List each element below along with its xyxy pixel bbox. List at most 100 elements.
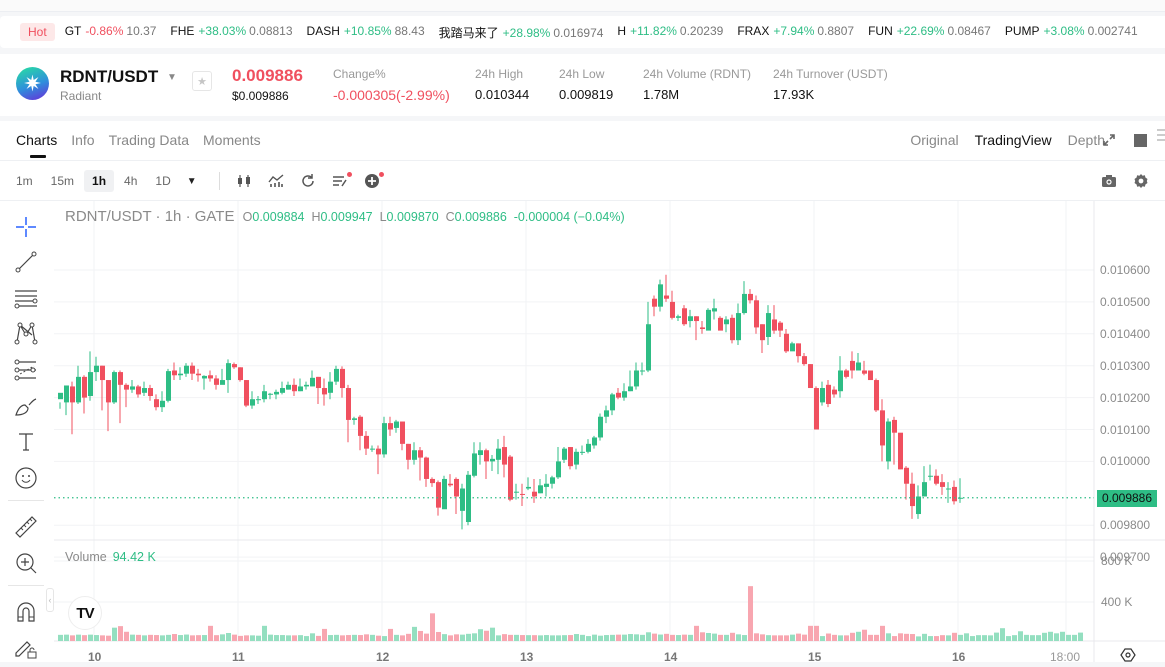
change-value: -0.000004 (−0.04%) <box>513 210 625 224</box>
ticker-item[interactable]: FHE +38.03% 0.08813 <box>170 24 292 41</box>
view-tradingview[interactable]: TradingView <box>974 132 1052 148</box>
ticker-change: +10.85% <box>343 23 392 38</box>
candlestick-type-icon[interactable] <box>234 171 254 191</box>
time-axis-label: 13 <box>520 650 534 664</box>
chevron-down-icon[interactable]: ▼ <box>167 72 177 83</box>
collapse-toolbar-handle[interactable]: ‹ <box>46 588 54 612</box>
stat-value: 0.009819 <box>559 87 614 102</box>
ticker-change: +28.98% <box>502 25 551 40</box>
trend-line-icon[interactable] <box>13 249 39 275</box>
last-price: 0.009886 <box>232 66 303 85</box>
templates-icon[interactable] <box>330 171 352 191</box>
indicators-icon[interactable] <box>266 171 286 191</box>
legend-ohlc: O0.009884 H0.009947 L0.009870 C0.009886 … <box>243 210 625 224</box>
ticker-change: +7.94% <box>773 23 815 38</box>
menu-icon[interactable] <box>1157 129 1165 141</box>
stat-change: Change% -0.000305(-2.99%) <box>333 67 450 103</box>
tab-trading-data[interactable]: Trading Data <box>108 132 190 148</box>
crosshair-icon[interactable] <box>13 214 39 240</box>
radiant-logo-icon: ✷ <box>16 67 49 100</box>
timeframe-dropdown-icon[interactable]: ▼ <box>186 175 197 187</box>
divider <box>218 172 220 190</box>
drawing-toolbar <box>0 201 54 662</box>
settings-gear-icon[interactable] <box>1133 173 1149 189</box>
stat-value: -0.000305(-2.99%) <box>333 87 450 103</box>
divider <box>0 160 1165 161</box>
chart-toolbar: 1m 15m 1h 4h 1D ▼ <box>8 169 394 193</box>
view-depth[interactable]: Depth <box>1067 132 1105 148</box>
volume-label: Volume <box>65 550 107 564</box>
low-value: 0.009870 <box>386 210 439 224</box>
open-value: 0.009884 <box>252 210 305 224</box>
ticker-item[interactable]: DASH +10.85% 88.43 <box>307 24 425 41</box>
ticker-change: +38.03% <box>198 23 247 38</box>
last-price-usd: $0.009886 <box>232 89 289 103</box>
ticker-change: +11.82% <box>630 23 677 38</box>
axis-settings-icon[interactable] <box>1120 648 1136 662</box>
price-axis-label: 0.010600 <box>1100 263 1151 277</box>
ruler-measure-icon[interactable] <box>13 514 39 540</box>
ticker-symbol: FUN <box>868 23 893 38</box>
volume-legend: Volume 94.42 K <box>65 550 156 564</box>
text-tool-icon[interactable] <box>13 429 39 455</box>
stat-label: Change% <box>333 67 386 81</box>
tab-charts[interactable]: Charts <box>16 132 58 158</box>
ticker-item[interactable]: GT -0.86% 10.37 <box>65 24 157 41</box>
volume-axis-label: 800 K <box>1101 554 1133 568</box>
tradingview-chart[interactable]: RDNT/USDT · 1h · GATE O0.009884 H0.00994… <box>54 201 1165 664</box>
layout-square-icon[interactable] <box>1134 134 1147 147</box>
price-axis-label: 0.009800 <box>1100 518 1151 533</box>
ticker-item[interactable]: 我踏马来了 +28.98% 0.016974 <box>439 24 604 41</box>
tradingview-logo-icon[interactable]: TV <box>68 596 102 630</box>
ticker-symbol: GT <box>64 23 82 38</box>
pair-title[interactable]: RDNT/USDT <box>60 67 159 86</box>
pair-name: Radiant <box>60 89 102 103</box>
hot-badge[interactable]: Hot <box>20 23 55 41</box>
stat-24h-volume: 24h Volume (RDNT) 1.78M <box>643 67 751 102</box>
timeframe-15m[interactable]: 15m <box>50 174 75 188</box>
ticker-item[interactable]: PUMP +3.08% 0.002741 <box>1005 24 1138 41</box>
fib-retracement-icon[interactable] <box>13 357 39 383</box>
ticker-symbol: FHE <box>170 23 195 38</box>
lock-drawings-icon[interactable] <box>13 635 39 661</box>
magnet-icon[interactable] <box>13 599 39 625</box>
emoji-smiley-icon[interactable] <box>13 465 39 491</box>
timeframe-4h[interactable]: 4h <box>124 174 138 188</box>
notification-dot <box>378 172 384 177</box>
candlestick-chart[interactable] <box>54 201 1165 662</box>
ticker-items: GT -0.86% 10.37 FHE +38.03% 0.08813 DASH +10.85… <box>65 24 1152 41</box>
ticker-item[interactable]: FRAX +7.94% 0.8807 <box>737 24 854 41</box>
ticker-price: 0.08813 <box>249 23 293 38</box>
close-value: 0.009886 <box>454 210 507 224</box>
timeframe-1m[interactable]: 1m <box>16 174 33 188</box>
tab-moments[interactable]: Moments <box>203 132 261 148</box>
stat-24h-low: 24h Low 0.009819 <box>559 67 613 102</box>
favorite-star-button[interactable]: ★ <box>192 71 212 91</box>
expand-icon[interactable] <box>1102 133 1116 147</box>
divider <box>8 500 44 501</box>
timeframe-1h[interactable]: 1h <box>84 170 115 192</box>
add-plus-circle-icon[interactable] <box>362 171 384 191</box>
legend-title: RDNT/USDT · 1h · GATE <box>65 208 235 225</box>
ticker-change: +3.08% <box>1043 23 1085 38</box>
horizontal-lines-icon[interactable] <box>13 285 39 311</box>
price-axis-label: 0.010500 <box>1100 294 1151 309</box>
price-axis-label: 0.009700 <box>1100 550 1151 565</box>
pattern-xabcd-icon[interactable] <box>13 320 39 346</box>
refresh-icon[interactable] <box>298 171 318 191</box>
ticker-item[interactable]: H +11.82% 0.20239 <box>617 24 723 41</box>
view-original[interactable]: Original <box>910 132 959 148</box>
ticker-item[interactable]: FUN +22.69% 0.08467 <box>868 24 991 41</box>
zoom-in-icon[interactable] <box>13 550 39 576</box>
hot-ticker-bar: Hot GT -0.86% 10.37 FHE +38.03% 0.08813 DASH +1… <box>0 16 1165 48</box>
stat-value: 1.78M <box>643 87 680 102</box>
brush-icon[interactable] <box>13 393 39 419</box>
stat-value: 17.93K <box>773 87 815 102</box>
pair-header: ✷ RDNT/USDT ▼ Radiant ★ 0.009886 $0.0098… <box>0 54 1165 116</box>
timeframe-1d[interactable]: 1D <box>155 174 171 188</box>
camera-icon[interactable] <box>1101 173 1117 189</box>
ticker-price: 0.08467 <box>947 23 991 38</box>
time-axis-label: 12 <box>376 650 390 664</box>
tab-info[interactable]: Info <box>71 132 95 148</box>
top-strip <box>0 0 1165 12</box>
